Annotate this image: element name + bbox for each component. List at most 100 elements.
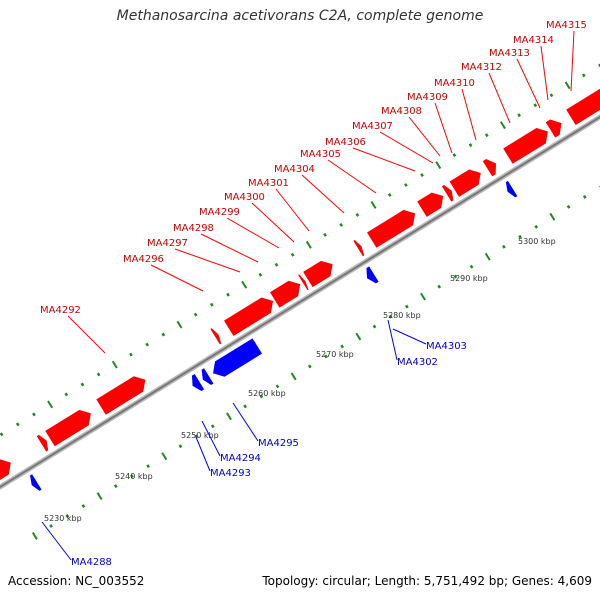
genome-summary-text: Topology: circular; Length: 5,751,492 bp… <box>262 574 592 588</box>
map-title: Methanosarcina acetivorans C2A, complete… <box>116 8 484 24</box>
upper-tick <box>533 103 538 108</box>
lower-tick <box>49 524 53 528</box>
lower-tick <box>275 384 280 389</box>
upper-tick <box>564 81 571 90</box>
plus-strand-gene <box>96 376 146 415</box>
gene-leader-line <box>540 45 549 101</box>
gene-leader-line <box>434 102 453 154</box>
gene-leader-line <box>387 319 398 361</box>
gene-label-ma4315: MA4315 <box>546 20 587 31</box>
scale-tick-label: 5240 kbp <box>115 472 153 481</box>
lower-tick <box>453 274 458 279</box>
gene-label-ma4294: MA4294 <box>220 453 261 464</box>
upper-tick <box>323 232 327 237</box>
upper-tick <box>355 212 360 217</box>
minus-strand-gene <box>505 180 518 198</box>
upper-tick <box>452 153 457 158</box>
lower-tick <box>130 474 134 479</box>
lower-tick <box>194 434 199 439</box>
plus-strand-gene <box>545 119 562 138</box>
gene-leader-line <box>226 217 280 249</box>
minus-strand-gene <box>201 368 214 386</box>
gene-label-ma4305: MA4305 <box>300 149 341 160</box>
tick-layer <box>0 63 600 540</box>
lower-tick <box>324 354 328 359</box>
gene-leader-line <box>408 116 441 157</box>
upper-tick <box>161 332 166 337</box>
gene-label-ma4299: MA4299 <box>199 207 240 218</box>
upper-tick <box>420 173 424 177</box>
gene-label-ma4306: MA4306 <box>325 137 366 148</box>
plus-strand-gene <box>367 209 416 248</box>
plus-strand-gene <box>210 328 222 345</box>
upper-tick <box>176 320 183 329</box>
gene-leader-line <box>195 436 211 472</box>
gene-leader-line <box>301 174 345 214</box>
gene-label-ma4298: MA4298 <box>173 223 214 234</box>
lower-tick <box>437 284 442 289</box>
plus-strand-gene <box>482 158 497 177</box>
accession-text: Accession: NC_003552 <box>8 574 145 588</box>
gene-leader-line <box>41 521 72 561</box>
lower-tick <box>355 332 362 341</box>
lower-tick <box>96 492 103 501</box>
upper-tick <box>241 280 248 289</box>
scale-tick-label: 5270 kbp <box>316 350 354 359</box>
lower-tick <box>534 224 539 229</box>
upper-tick <box>484 133 489 138</box>
backbone-core <box>0 115 600 489</box>
gene-leader-line <box>352 147 416 172</box>
gene-leader-line <box>516 58 541 109</box>
lower-tick <box>388 314 393 319</box>
plus-strand-gene <box>36 434 49 452</box>
scale-tick-label: 5260 kbp <box>248 389 286 398</box>
gene-leader-line <box>251 202 295 243</box>
plus-strand-gene <box>566 88 600 125</box>
gene-leader-line <box>67 315 106 354</box>
gene-leader-line <box>327 159 377 194</box>
lower-tick <box>307 364 312 369</box>
lower-tick <box>420 292 426 301</box>
upper-tick <box>581 73 586 78</box>
upper-tick <box>274 262 279 267</box>
upper-tick <box>387 193 392 197</box>
gene-label-ma4293: MA4293 <box>210 468 251 479</box>
upper-tick <box>129 352 133 357</box>
upper-tick <box>517 113 521 118</box>
gene-layer <box>0 88 600 491</box>
lower-tick <box>161 452 168 461</box>
gene-label-ma4303: MA4303 <box>426 341 467 352</box>
plus-strand-gene <box>417 192 444 217</box>
lower-tick <box>502 244 506 249</box>
plus-strand-gene <box>441 185 454 202</box>
lower-tick <box>65 514 70 518</box>
gene-label-ma4312: MA4312 <box>461 62 502 73</box>
gene-leader-line <box>174 248 241 273</box>
upper-tick <box>339 222 344 227</box>
scale-tick-label: 5300 kbp <box>518 237 556 246</box>
lower-tick <box>113 484 118 489</box>
label-layer: 5230 kbp 5240 kbp 5250 kbp 5260 kbp 5270 kbp… <box>40 20 587 568</box>
upper-tick <box>290 252 295 257</box>
upper-tick <box>145 342 149 347</box>
lower-tick <box>372 324 377 329</box>
plus-strand-gene <box>224 297 274 336</box>
minus-strand-gene <box>191 374 205 392</box>
lower-tick <box>259 394 264 399</box>
gene-label-ma4292: MA4292 <box>40 305 81 316</box>
gene-label-ma4301: MA4301 <box>248 178 289 189</box>
gene-label-ma4304: MA4304 <box>274 164 315 175</box>
gene-label-ma4310: MA4310 <box>434 78 475 89</box>
gene-label-ma4314: MA4314 <box>513 35 554 46</box>
upper-tick <box>499 121 506 130</box>
gene-label-ma4296: MA4296 <box>123 254 164 265</box>
gene-leader-line <box>570 30 575 92</box>
lower-tick <box>290 372 297 381</box>
lower-tick <box>243 404 247 409</box>
scale-tick-label: 5280 kbp <box>383 311 421 320</box>
gene-label-ma4307: MA4307 <box>352 121 393 132</box>
upper-tick <box>193 312 198 317</box>
lower-tick <box>582 194 587 199</box>
